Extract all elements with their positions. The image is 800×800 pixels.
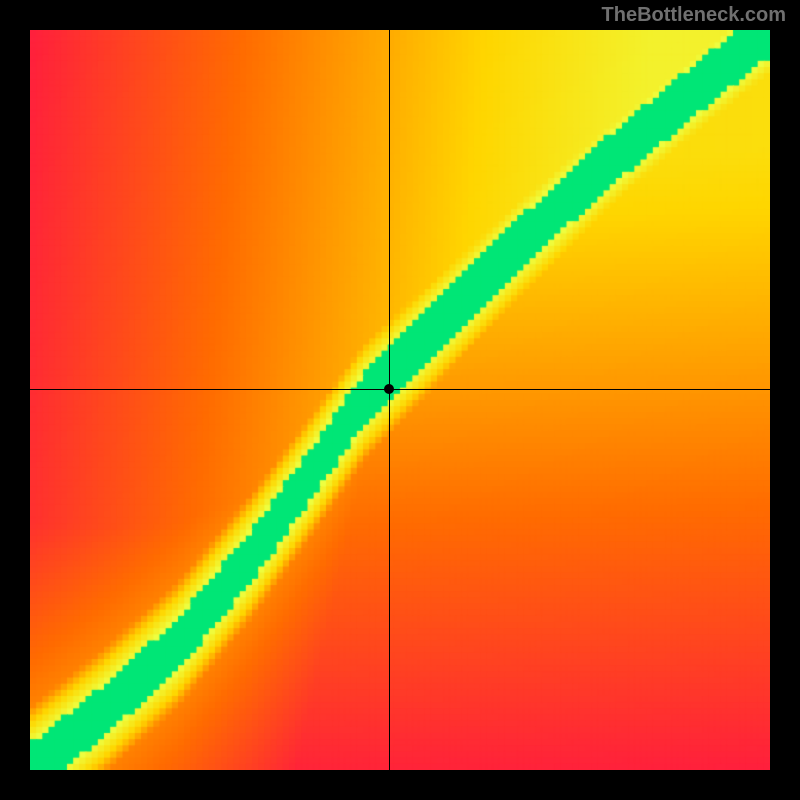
selection-marker (384, 384, 394, 394)
watermark-text: TheBottleneck.com (602, 4, 786, 27)
heatmap-canvas (30, 30, 770, 770)
crosshair-vertical (389, 30, 390, 770)
crosshair-horizontal (30, 389, 770, 390)
heatmap-plot (30, 30, 770, 770)
